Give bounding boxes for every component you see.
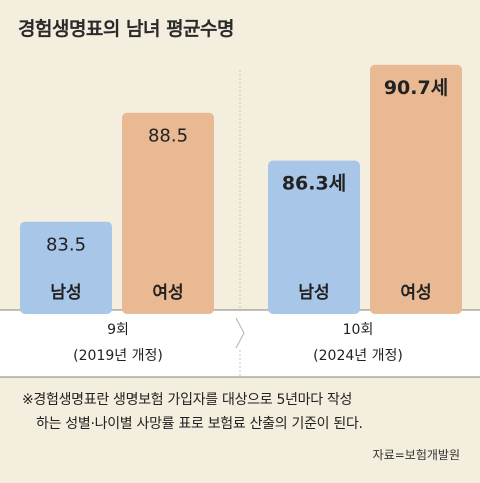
footnote-line: 하는 성별·나이별 사망률 표로 보험료 산출의 기준이 된다. bbox=[36, 416, 363, 432]
bar-category-label: 남성 bbox=[298, 283, 329, 303]
bar-female bbox=[122, 112, 214, 315]
bar-value-label: 83.5 bbox=[46, 235, 86, 256]
divider-notch bbox=[235, 317, 245, 349]
group-sublabel: (2024년 개정) bbox=[313, 348, 403, 364]
bar-category-label: 여성 bbox=[400, 283, 431, 303]
footnote: ※경험생명표란 생명보험 가입자를 대상으로 5년마다 작성 하는 성별·나이별… bbox=[22, 388, 472, 436]
bar-female bbox=[370, 64, 462, 314]
group-sublabel: (2019년 개정) bbox=[73, 348, 163, 364]
bar-value-label: 86.3세 bbox=[282, 173, 346, 195]
bar-male bbox=[268, 160, 360, 314]
bar-value-label: 88.5 bbox=[148, 126, 188, 147]
chart-title: 경험생명표의 남녀 평균수명 bbox=[18, 18, 235, 40]
bar-base bbox=[268, 304, 360, 310]
bar-base bbox=[370, 304, 462, 310]
bar-value-label: 90.7세 bbox=[384, 77, 448, 99]
label-band bbox=[0, 310, 480, 377]
bar-base bbox=[20, 304, 112, 310]
bar-male bbox=[20, 221, 112, 314]
group-label: 10회 bbox=[343, 322, 374, 338]
bar-category-label: 남성 bbox=[50, 283, 81, 303]
group-label: 9회 bbox=[107, 322, 129, 338]
bar-base bbox=[122, 304, 214, 310]
footnote-line: ※경험생명표란 생명보험 가입자를 대상으로 5년마다 작성 bbox=[22, 392, 353, 408]
source-label: 자료=보험개발원 bbox=[372, 448, 460, 462]
bar-category-label: 여성 bbox=[152, 283, 183, 303]
